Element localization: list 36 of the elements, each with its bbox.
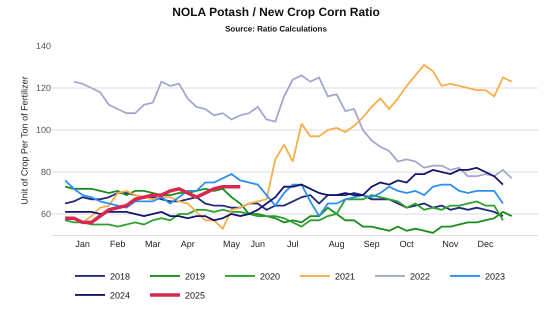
line-series	[64, 186, 513, 234]
y-tick-label: 60	[40, 209, 51, 220]
legend-label: 2025	[185, 290, 206, 300]
line-series	[64, 192, 504, 217]
legend-label: 2021	[335, 271, 356, 282]
line-series	[63, 184, 242, 224]
y-tick-label: 80	[40, 167, 51, 178]
legend-label: 2019	[185, 271, 206, 282]
line-series	[64, 194, 504, 228]
line-series	[64, 166, 504, 222]
x-tick-label: Dec	[477, 238, 494, 249]
y-tick-label: 140	[36, 41, 51, 52]
line-series	[82, 64, 513, 230]
x-tick-label: May	[223, 238, 241, 249]
y-tick-label: 100	[36, 125, 51, 136]
line-series	[72, 74, 513, 180]
y-axis-title: Unit of Crop Per Ton of Fertilizer	[19, 76, 30, 205]
x-tick-label: Jan	[75, 238, 90, 249]
chart-subtitle: Source: Ratio Calculations	[225, 24, 328, 34]
x-tick-label: Aug	[328, 238, 345, 249]
x-tick-label: Nov	[442, 238, 459, 249]
legend-label: 2020	[260, 271, 280, 282]
chart-title: NOLA Potash / New Crop Corn Ratio	[172, 5, 380, 20]
legend-label: 2023	[485, 271, 506, 282]
x-tick-label: Mar	[144, 238, 160, 249]
legend-label: 2024	[110, 290, 130, 300]
legend-label: 2022	[410, 271, 430, 282]
y-tick-label: 120	[36, 83, 51, 94]
x-tick-label: Jul	[287, 238, 299, 249]
x-tick-label: Apr	[180, 238, 195, 249]
x-tick-label: Sep	[364, 238, 380, 249]
x-tick-label: Jun	[250, 238, 266, 249]
line-series	[64, 173, 504, 217]
x-tick-label: Oct	[400, 238, 414, 249]
legend-label: 2018	[110, 271, 130, 282]
x-tick-label: Feb	[110, 238, 126, 249]
